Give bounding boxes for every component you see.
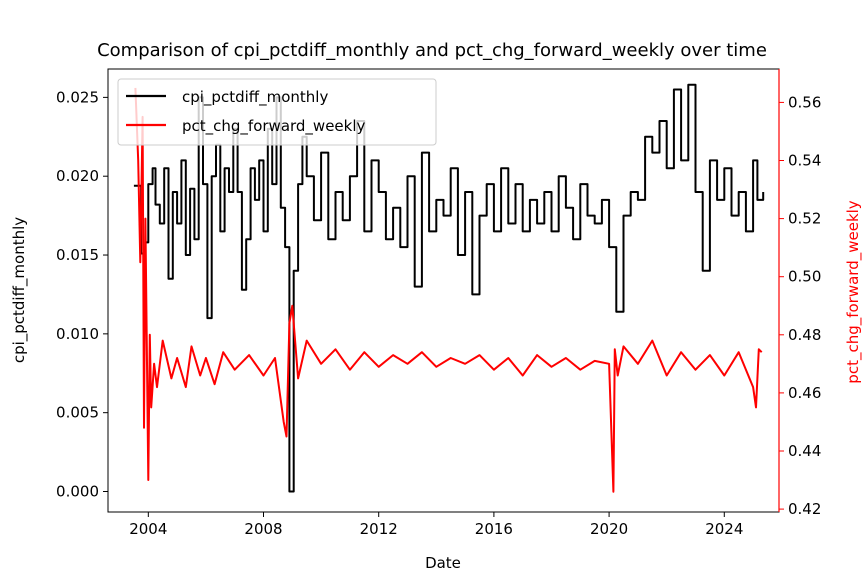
y-right-tick-label: 0.52 — [788, 210, 821, 228]
y-right-tick-label: 0.42 — [788, 500, 821, 518]
legend-box — [117, 78, 437, 146]
series-line-cpi_pctdiff_monthly — [133, 83, 765, 493]
y-left-tick-label: 0.020 — [56, 167, 99, 185]
x-tick-label: 2016 — [475, 520, 513, 538]
y-right-axis-label: pct_chg_forward_weekly — [844, 200, 863, 384]
y-left-tick-label: 0.025 — [56, 88, 99, 106]
y-left-tick-label: 0.015 — [56, 246, 99, 264]
x-tick-label: 2012 — [360, 520, 398, 538]
y-right-tick-label: 0.56 — [788, 93, 821, 111]
y-right-tick-label: 0.50 — [788, 268, 821, 286]
legend-label-cpi: cpi_pctdiff_monthly — [182, 88, 328, 107]
legend: cpi_pctdiff_monthly pct_chg_forward_week… — [117, 78, 437, 146]
y-right-tick-label: 0.44 — [788, 442, 821, 460]
y-left-axis-label: cpi_pctdiff_monthly — [10, 217, 29, 363]
series-line-pct_chg_forward_weekly — [134, 87, 763, 493]
y-left-tick-label: 0.000 — [56, 483, 99, 501]
x-tick-label: 2020 — [590, 520, 628, 538]
y-right-tick-label: 0.54 — [788, 152, 821, 170]
y-right-tick-label: 0.48 — [788, 326, 821, 344]
x-tick-label: 2004 — [129, 520, 167, 538]
legend-label-pct-chg: pct_chg_forward_weekly — [182, 117, 366, 136]
x-tick-label: 2024 — [705, 520, 743, 538]
chart-title: Comparison of cpi_pctdiff_monthly and pc… — [97, 40, 767, 61]
y-left-tick-label: 0.005 — [56, 404, 99, 422]
x-axis-label: Date — [425, 554, 461, 572]
y-left-tick-label: 0.010 — [56, 325, 99, 343]
y-right-tick-label: 0.46 — [788, 384, 821, 402]
x-tick-label: 2008 — [244, 520, 282, 538]
